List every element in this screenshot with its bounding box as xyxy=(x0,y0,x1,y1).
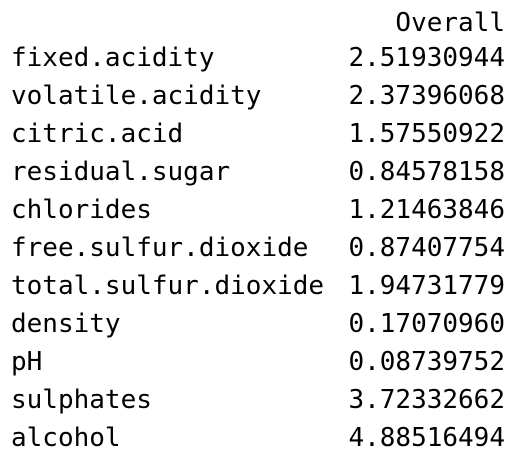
row-value: 0.87407754 xyxy=(348,233,505,263)
table-row: citric.acid 1.57550922 xyxy=(11,115,505,153)
row-value: 1.57550922 xyxy=(348,119,505,149)
table-row: pH 0.08739752 xyxy=(11,343,505,381)
row-label: volatile.acidity xyxy=(11,81,262,111)
table-row: sulphates 3.72332662 xyxy=(11,381,505,419)
row-label: citric.acid xyxy=(11,119,184,149)
row-value: 0.17070960 xyxy=(348,309,505,339)
row-label: pH xyxy=(11,347,43,377)
row-value: 0.08739752 xyxy=(348,347,505,377)
row-label: density xyxy=(11,309,121,339)
row-label: residual.sugar xyxy=(11,157,231,187)
table-row: residual.sugar 0.84578158 xyxy=(11,153,505,191)
row-label: total.sulfur.dioxide xyxy=(11,271,325,301)
column-header-overall: Overall xyxy=(395,8,505,38)
row-value: 1.94731779 xyxy=(348,271,505,301)
table-row: total.sulfur.dioxide 1.94731779 xyxy=(11,267,505,305)
row-label: free.sulfur.dioxide xyxy=(11,233,309,263)
row-value: 0.84578158 xyxy=(348,157,505,187)
importance-table: fixed.acidity 2.51930944 volatile.acidit… xyxy=(11,39,505,457)
row-value: 4.88516494 xyxy=(348,423,505,453)
table-row: density 0.17070960 xyxy=(11,305,505,343)
row-label: sulphates xyxy=(11,385,152,415)
row-value: 1.21463846 xyxy=(348,195,505,225)
row-label: fixed.acidity xyxy=(11,43,215,73)
row-value: 2.37396068 xyxy=(348,81,505,111)
table-row: fixed.acidity 2.51930944 xyxy=(11,39,505,77)
table-row: chlorides 1.21463846 xyxy=(11,191,505,229)
table-row: volatile.acidity 2.37396068 xyxy=(11,77,505,115)
table-row: alcohol 4.88516494 xyxy=(11,419,505,457)
row-label: alcohol xyxy=(11,423,121,453)
row-value: 3.72332662 xyxy=(348,385,505,415)
row-label: chlorides xyxy=(11,195,152,225)
table-row: free.sulfur.dioxide 0.87407754 xyxy=(11,229,505,267)
row-value: 2.51930944 xyxy=(348,43,505,73)
